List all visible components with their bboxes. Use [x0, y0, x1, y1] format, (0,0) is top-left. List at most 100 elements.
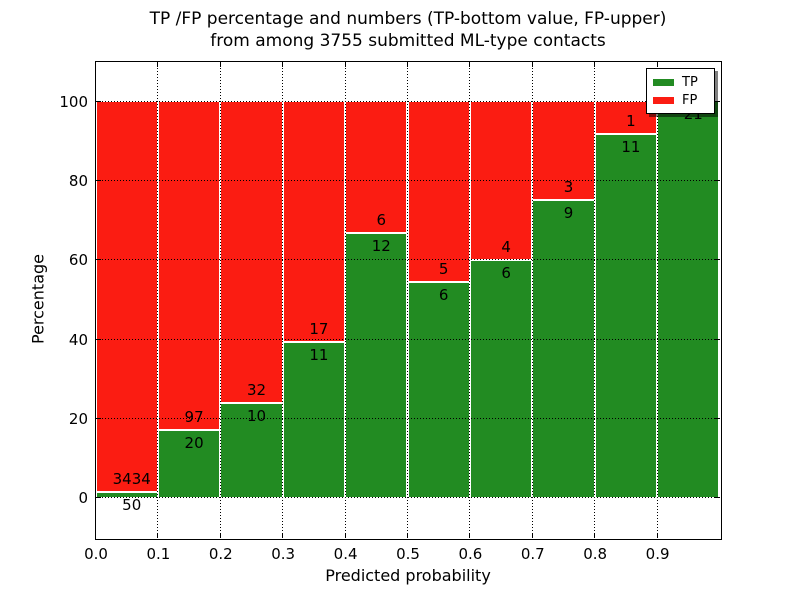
legend-entry-tp: TP	[653, 74, 708, 91]
tp-swatch	[653, 78, 674, 86]
chart-title: TP /FP percentage and numbers (TP-bottom…	[96, 8, 720, 52]
fp-count-label: 3	[563, 178, 574, 197]
y-tick-mark	[714, 180, 720, 181]
y-gridline	[95, 338, 720, 340]
x-tick-label: 0.7	[520, 545, 545, 563]
y-tick-mark	[95, 497, 101, 499]
tp-bar-segment	[657, 101, 720, 498]
x-tick-label: 0.4	[333, 545, 358, 563]
y-tick-label: 100	[59, 92, 88, 111]
fp-count-label: 6	[376, 211, 387, 230]
tp-bar-segment	[469, 259, 533, 498]
x-tick-mark	[531, 61, 533, 67]
y-tick-label: 40	[68, 330, 88, 349]
x-tick-label: 0.6	[458, 545, 483, 563]
y-gridline	[95, 497, 720, 499]
tp-bar-segment	[532, 200, 595, 498]
fp-bar-segment	[157, 101, 221, 430]
y-tick-mark	[714, 100, 720, 102]
x-tick-mark	[344, 532, 346, 538]
tp-bar-segment	[594, 134, 658, 498]
x-tick-mark	[157, 532, 159, 538]
x-tick-mark	[344, 61, 346, 67]
tp-count-label: 6	[438, 285, 449, 304]
legend-entry-fp: FP	[653, 92, 708, 109]
fp-count-label: 1	[626, 112, 636, 131]
fp-bar-segment	[532, 101, 595, 201]
tp-count-label: 10	[246, 407, 267, 426]
y-gridline	[95, 100, 720, 102]
chart-title-line-1: TP /FP percentage and numbers (TP-bottom…	[149, 9, 667, 29]
x-tick-mark	[157, 61, 159, 67]
tp-count-label: 6	[501, 263, 511, 282]
x-tick-mark	[219, 61, 221, 67]
fp-count-label: 3434	[112, 470, 151, 489]
tp-count-label: 11	[621, 138, 641, 157]
x-tick-mark	[407, 61, 408, 67]
x-tick-label: 0.1	[146, 545, 171, 563]
fp-bar-segment	[220, 101, 283, 404]
fp-bar-segment	[345, 101, 408, 234]
y-tick-mark	[95, 418, 101, 419]
x-gridline	[656, 61, 658, 538]
plot-area: 50 3434 20 97 10 32 11 17 12 6 6 5 6 4 9 3 11 1 21	[94, 60, 722, 540]
legend-label-fp: FP	[682, 92, 698, 108]
x-tick-mark	[531, 532, 533, 538]
y-tick-label: 20	[68, 410, 88, 428]
y-tick-mark	[714, 259, 720, 261]
y-tick-label: 80	[68, 172, 88, 190]
x-tick-label: 0.2	[208, 545, 233, 563]
x-tick-mark	[469, 61, 471, 67]
fp-count-label: 4	[501, 237, 511, 256]
tp-bar-segment	[282, 341, 346, 498]
x-gridline	[469, 61, 471, 538]
y-tick-mark	[95, 259, 101, 261]
fp-count-label: 5	[438, 259, 449, 278]
y-tick-mark	[714, 497, 720, 499]
x-tick-mark	[282, 532, 284, 538]
x-gridline	[594, 61, 596, 538]
y-gridline	[95, 418, 720, 419]
tp-count-label: 9	[563, 204, 574, 223]
x-tick-mark	[469, 532, 471, 538]
x-tick-label: 0.3	[271, 545, 296, 563]
tp-bar-segment	[220, 403, 283, 498]
tp-count-label: 11	[309, 345, 329, 364]
y-tick-mark	[95, 338, 101, 340]
y-gridline	[95, 180, 720, 181]
y-tick-mark	[95, 180, 101, 181]
x-tick-mark	[219, 532, 221, 538]
y-tick-label: 0	[78, 489, 88, 508]
x-tick-mark	[594, 532, 596, 538]
fp-count-label: 17	[309, 319, 329, 338]
fp-swatch	[653, 96, 674, 104]
chart-title-line-2: from among 3755 submitted ML-type contac…	[210, 31, 606, 51]
tp-bar-segment	[407, 281, 470, 498]
fp-bar-segment	[95, 101, 158, 493]
y-gridline	[95, 259, 720, 261]
x-gridline	[531, 61, 533, 538]
x-axis-label: Predicted probability	[325, 566, 491, 585]
x-gridline	[407, 61, 408, 538]
x-tick-mark	[656, 532, 658, 538]
y-tick-mark	[714, 338, 720, 340]
y-tick-mark	[714, 418, 720, 419]
tp-count-label: 20	[184, 434, 204, 452]
x-gridline	[344, 61, 346, 538]
fp-count-label: 32	[246, 381, 267, 400]
x-tick-mark	[594, 61, 596, 67]
tp-count-label: 50	[122, 496, 142, 515]
x-tick-mark	[282, 61, 284, 67]
x-gridline	[282, 61, 284, 538]
x-tick-label: 0.0	[84, 545, 108, 563]
x-tick-mark	[656, 61, 658, 67]
legend-label-tp: TP	[682, 74, 698, 90]
tp-bar-segment	[345, 233, 408, 498]
tp-count-label: 12	[371, 237, 391, 256]
fp-bar-segment	[282, 101, 346, 342]
legend: TP FP	[646, 68, 715, 114]
x-tick-mark	[407, 532, 408, 538]
fp-count-label: 97	[184, 408, 204, 426]
y-tick-mark	[95, 100, 101, 102]
x-tick-label: 0.8	[583, 545, 608, 563]
